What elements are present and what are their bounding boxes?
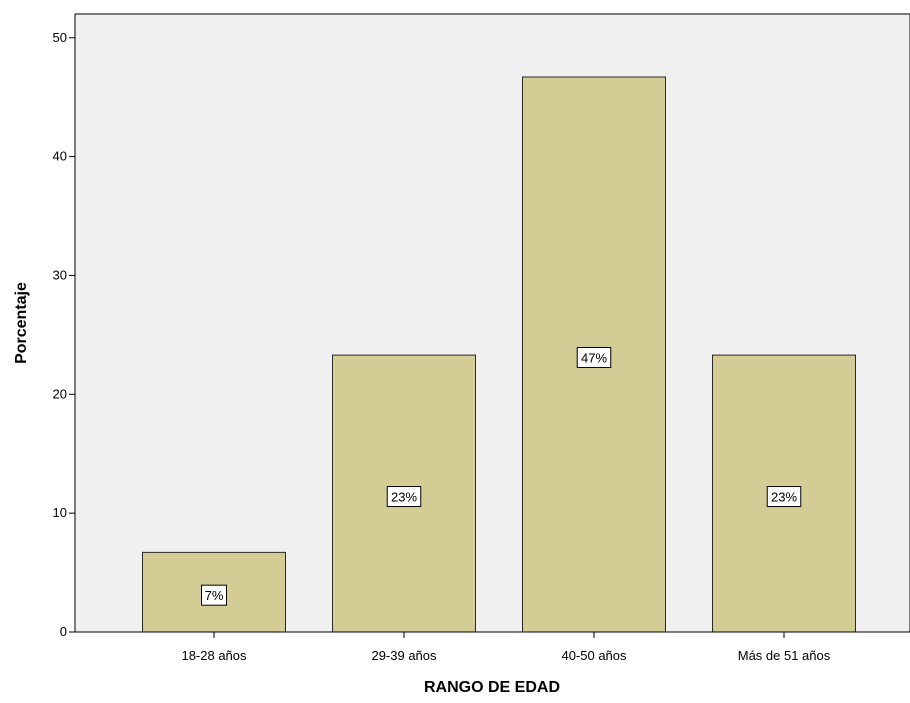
data-label-box bbox=[201, 584, 227, 606]
y-axis-label: Porcentaje bbox=[13, 282, 30, 364]
x-axis-label: RANGO DE EDAD bbox=[424, 679, 560, 696]
x-tick-label: 18-28 años bbox=[181, 648, 247, 663]
data-label: 7% bbox=[205, 588, 224, 603]
bars-layer: 7% 23% 47% 23% bbox=[142, 76, 856, 633]
axes-layer: 0 10 20 30 40 50 18-28 años 29-39 años 40-50 año… bbox=[53, 14, 910, 663]
x-tick-label: Más de 51 años bbox=[738, 648, 831, 663]
x-tick-label: 29-39 años bbox=[371, 648, 437, 663]
data-label: 23% bbox=[391, 490, 417, 505]
data-label: 47% bbox=[581, 350, 607, 365]
y-tick-label: 0 bbox=[60, 624, 67, 639]
y-tick-label: 50 bbox=[53, 30, 67, 45]
y-tick-label: 10 bbox=[53, 505, 67, 520]
x-tick-label: 40-50 años bbox=[561, 648, 627, 663]
y-tick-label: 20 bbox=[53, 386, 67, 401]
data-label-box bbox=[576, 346, 612, 368]
data-label-box bbox=[766, 486, 802, 508]
data-label-box bbox=[386, 486, 422, 508]
y-tick-label: 40 bbox=[53, 149, 67, 164]
y-tick-label: 30 bbox=[53, 267, 67, 282]
data-label: 23% bbox=[771, 490, 797, 505]
